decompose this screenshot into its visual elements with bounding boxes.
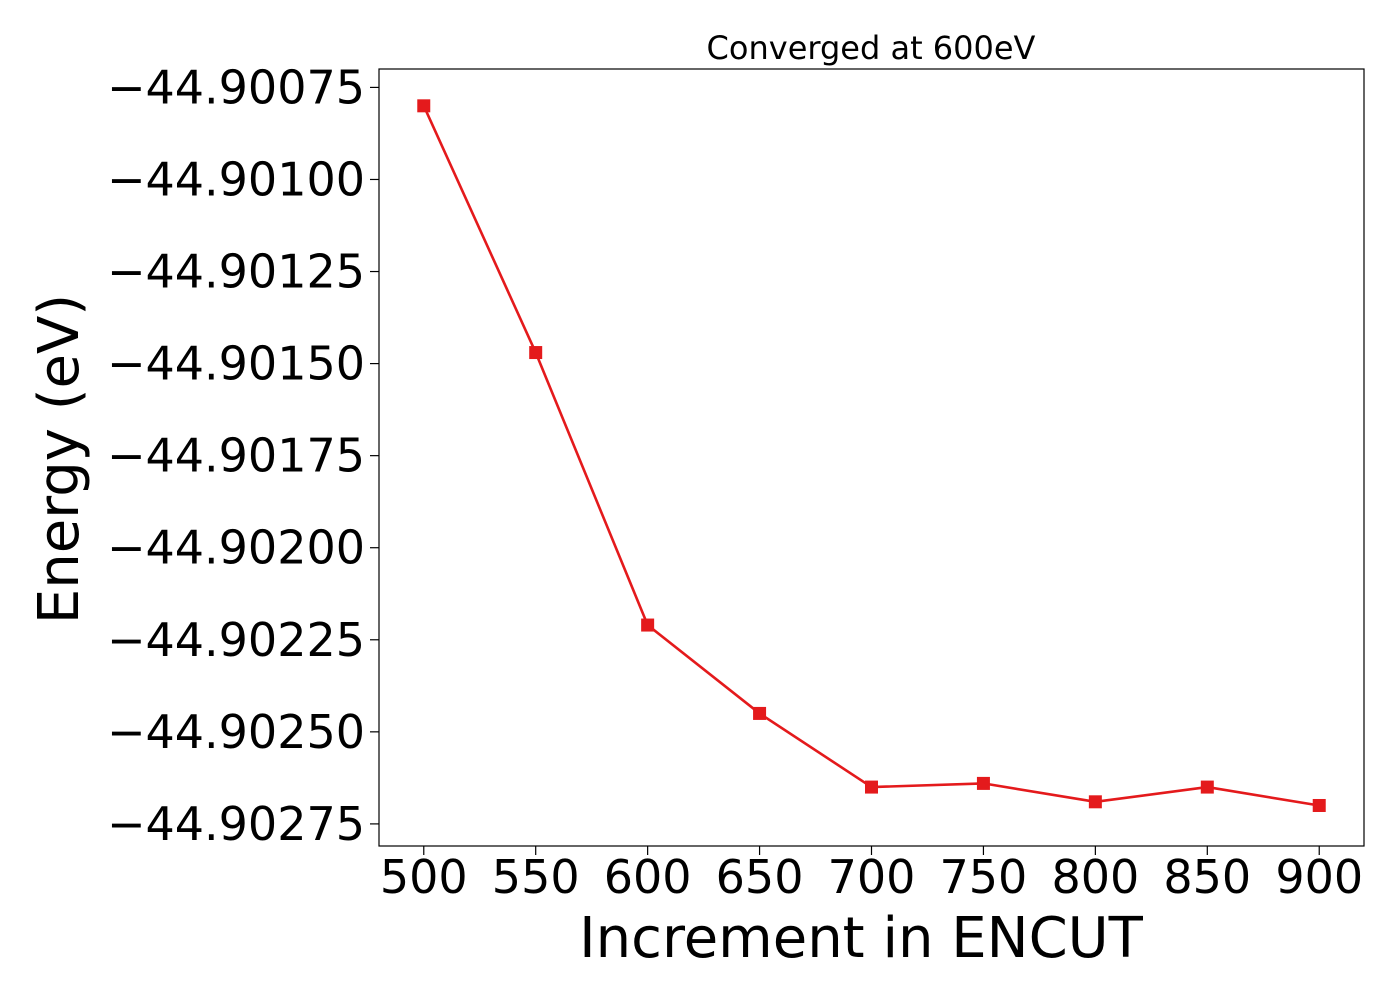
- x-tick-label: 850: [1163, 850, 1251, 904]
- data-point-marker: [1088, 795, 1102, 809]
- y-tick-label: −44.90225: [107, 613, 365, 667]
- x-axis-label: Increment in ENCUT: [579, 906, 1144, 971]
- y-tick-label: −44.90150: [107, 337, 365, 391]
- y-tick-label: −44.90075: [107, 60, 365, 114]
- data-point-marker: [417, 99, 431, 113]
- y-axis-label: Energy (eV): [27, 294, 92, 624]
- x-tick-label: 550: [492, 850, 580, 904]
- y-tick-label: −44.90100: [107, 152, 365, 206]
- data-point-marker: [865, 780, 878, 794]
- y-tick-label: −44.90200: [107, 521, 365, 575]
- data-point-marker: [1200, 780, 1214, 794]
- y-tick-label: −44.90175: [107, 429, 365, 483]
- y-tick-label: −44.90250: [107, 705, 365, 759]
- data-point-marker: [529, 346, 543, 360]
- x-tick-label: 700: [828, 850, 916, 904]
- data-point-marker: [753, 706, 767, 720]
- chart-title: Converged at 600eV: [707, 29, 1036, 67]
- x-tick-label: 600: [604, 850, 692, 904]
- x-tick-label: 650: [716, 850, 804, 904]
- x-tick-label: 750: [940, 850, 1028, 904]
- x-tick-label: 500: [380, 850, 468, 904]
- data-point-marker: [1312, 798, 1326, 812]
- y-tick-label: −44.90125: [107, 245, 365, 299]
- x-tick-label: 800: [1051, 850, 1139, 904]
- data-point-marker: [976, 776, 990, 790]
- data-point-marker: [641, 618, 655, 632]
- x-tick-label: 900: [1275, 850, 1363, 904]
- plot-area: 500 550 600 650 700 750 800 850 900 −44.90075 −44.…: [107, 60, 1365, 904]
- y-tick-label: −44.90275: [107, 797, 365, 851]
